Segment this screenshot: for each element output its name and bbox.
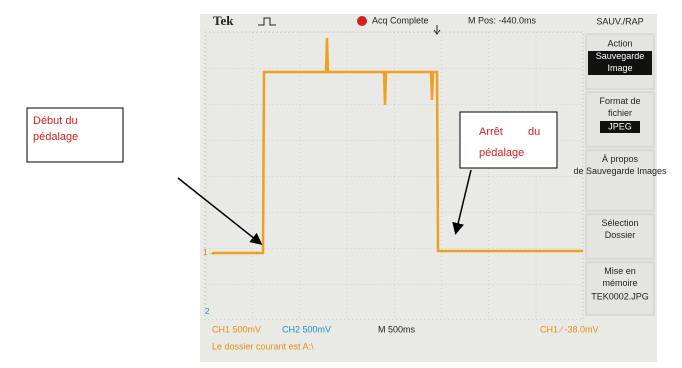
menu-value: TEK0002.JPG [591, 291, 649, 301]
ch2-marker: 2 [205, 307, 210, 316]
message: Le dossier courant est A:\ [212, 341, 314, 351]
acq-dot [357, 16, 367, 26]
annotation-text: Arrêt [479, 126, 503, 138]
menu-label: Action [607, 38, 632, 48]
annotation-text: du [528, 126, 540, 138]
annotation-text: pédalage [479, 147, 524, 159]
menu-title: SAUV./RAP [596, 16, 643, 26]
page: Tek Acq Complete M Pos: -440.0ms 1→ 2 SA… [0, 0, 682, 363]
annotation-text: pédalage [33, 131, 78, 143]
status: Acq Complete [372, 15, 429, 25]
annotation-text: Début du [33, 115, 78, 127]
ch1-scale: CH1 500mV [212, 324, 261, 334]
brand: Tek [213, 13, 234, 28]
ch1-marker: 1→ [203, 248, 215, 257]
graticule [205, 32, 583, 320]
position: M Pos: -440.0ms [468, 15, 537, 25]
trigger-level: CH1 ∕ -38.0mV [540, 324, 599, 334]
ch2-scale: CH2 500mV [282, 324, 331, 334]
annotation-box [460, 112, 557, 168]
menu-value: JPEG [608, 121, 632, 131]
timebase: M 500ms [378, 324, 416, 334]
